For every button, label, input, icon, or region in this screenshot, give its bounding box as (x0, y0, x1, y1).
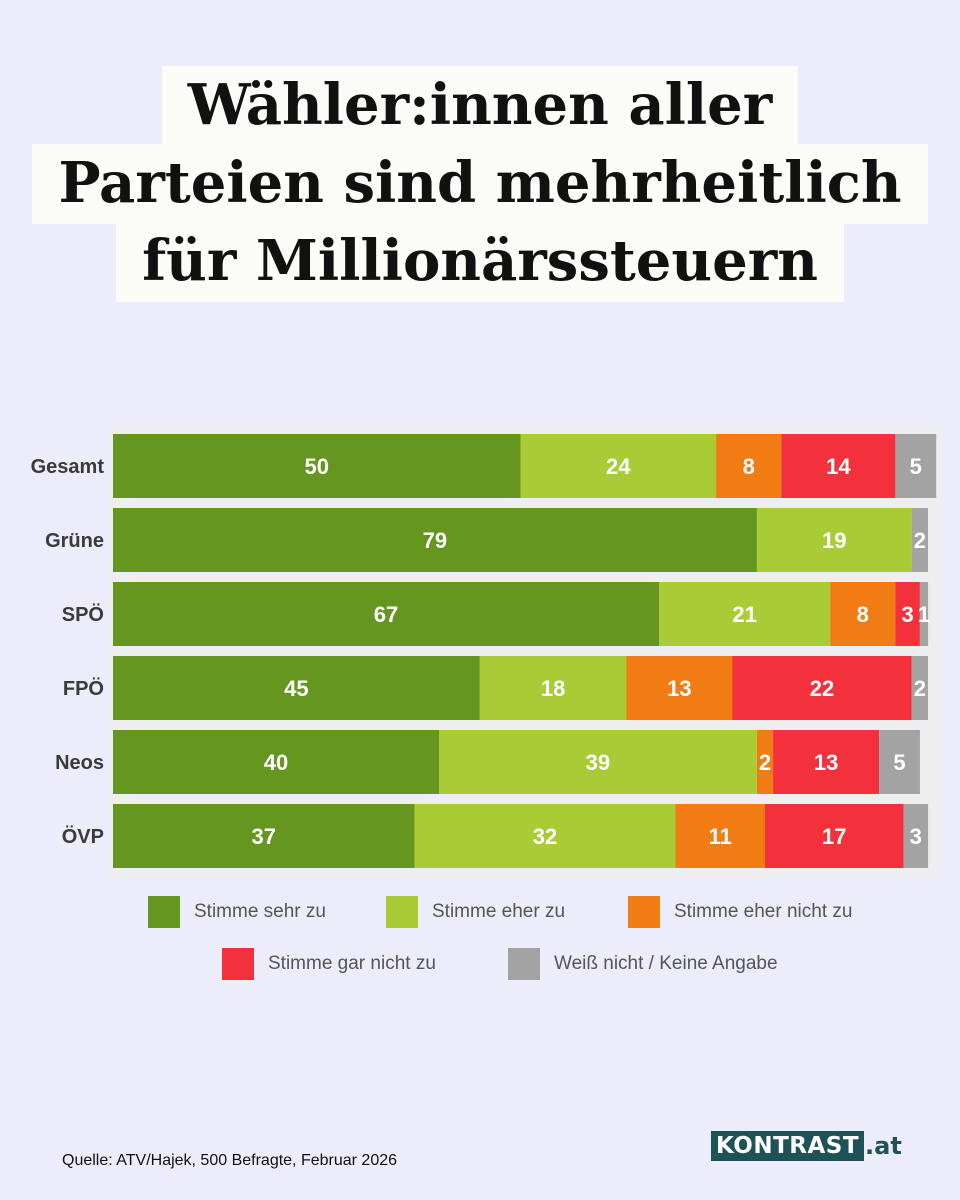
bar-neos-stimme-eher-zu (439, 730, 757, 794)
category-label-spo: SPÖ (62, 603, 104, 626)
legend-label-wei-nicht-keine-angabe: Weiß nicht / Keine Angabe (554, 953, 778, 974)
bar-spo-stimme-eher-zu (659, 582, 831, 646)
value-label-spo-stimme-sehr-zu: 67 (374, 602, 398, 627)
value-label-fpo-stimme-eher-zu: 18 (541, 676, 565, 701)
value-label-neos-stimme-sehr-zu: 40 (264, 750, 288, 775)
value-label-grune-stimme-eher-zu: 19 (822, 528, 846, 553)
title-line-1: Wähler:innen aller (161, 66, 799, 146)
bar-gesamt-stimme-eher-zu (520, 434, 717, 498)
category-label-ovp: ÖVP (62, 825, 104, 848)
legend-item-wei-nicht-keine-angabe: Weiß nicht / Keine Angabe (508, 948, 778, 980)
legend-label-stimme-sehr-zu: Stimme sehr zu (194, 901, 326, 922)
legend-label-stimme-eher-nicht-zu: Stimme eher nicht zu (674, 901, 853, 922)
logo-wordmark: KONTRAST (711, 1131, 865, 1161)
kontrast-logo: KONTRAST .at (711, 1131, 902, 1161)
value-label-gesamt-wei-nicht-keine-angabe: 5 (910, 454, 922, 479)
value-label-neos-wei-nicht-keine-angabe: 5 (893, 750, 905, 775)
bar-spo-stimme-gar-nicht-zu (895, 582, 920, 646)
legend-swatch-stimme-sehr-zu (148, 896, 180, 928)
bar-fpo-stimme-eher-zu (479, 656, 627, 720)
value-label-neos-stimme-eher-nicht-zu: 2 (759, 750, 771, 775)
value-label-fpo-stimme-gar-nicht-zu: 22 (810, 676, 834, 701)
value-label-gesamt-stimme-eher-nicht-zu: 8 (743, 454, 755, 479)
category-label-neos: Neos (55, 752, 104, 774)
bar-grune-stimme-sehr-zu (113, 508, 757, 572)
source-note: Quelle: ATV/Hajek, 500 Befragte, Februar… (62, 1152, 398, 1169)
chart-title: Wähler:innen aller Parteien sind mehrhei… (0, 66, 960, 302)
value-label-spo-stimme-gar-nicht-zu: 3 (901, 602, 913, 627)
value-label-grune-wei-nicht-keine-angabe: 2 (914, 528, 926, 553)
legend-item-stimme-eher-nicht-zu: Stimme eher nicht zu (628, 896, 852, 928)
value-label-neos-stimme-gar-nicht-zu: 13 (814, 750, 838, 775)
value-label-fpo-wei-nicht-keine-angabe: 2 (914, 676, 926, 701)
value-label-gesamt-stimme-sehr-zu: 50 (305, 454, 329, 479)
category-label-fpo: FPÖ (63, 677, 104, 700)
bar-gesamt-wei-nicht-keine-angabe (895, 434, 937, 498)
value-label-fpo-stimme-sehr-zu: 45 (284, 676, 308, 701)
bar-grune-wei-nicht-keine-angabe (911, 508, 928, 572)
value-label-gesamt-stimme-gar-nicht-zu: 14 (826, 454, 851, 479)
value-label-ovp-stimme-gar-nicht-zu: 17 (822, 824, 846, 849)
bar-neos-stimme-gar-nicht-zu (773, 730, 880, 794)
bar-ovp-wei-nicht-keine-angabe (903, 804, 929, 868)
bar-ovp-stimme-eher-zu (414, 804, 676, 868)
value-label-spo-stimme-eher-nicht-zu: 8 (857, 602, 869, 627)
bar-gesamt-stimme-sehr-zu (113, 434, 521, 498)
bar-ovp-stimme-sehr-zu (113, 804, 415, 868)
legend-label-stimme-gar-nicht-zu: Stimme gar nicht zu (268, 953, 436, 974)
bar-ovp-stimme-gar-nicht-zu (765, 804, 904, 868)
bar-fpo-wei-nicht-keine-angabe (911, 656, 928, 720)
value-label-ovp-wei-nicht-keine-angabe: 3 (910, 824, 922, 849)
bar-neos-wei-nicht-keine-angabe (879, 730, 920, 794)
value-label-ovp-stimme-eher-nicht-zu: 11 (709, 824, 732, 849)
bar-spo-stimme-eher-nicht-zu (830, 582, 896, 646)
bar-ovp-stimme-eher-nicht-zu (675, 804, 766, 868)
title-line-3: für Millionärssteuern (116, 222, 844, 302)
bar-spo-stimme-sehr-zu (113, 582, 660, 646)
value-label-spo-wei-nicht-keine-angabe: 1 (918, 602, 930, 627)
value-label-grune-stimme-sehr-zu: 79 (423, 528, 447, 553)
bar-gesamt-stimme-eher-nicht-zu (716, 434, 782, 498)
legend-item-stimme-gar-nicht-zu: Stimme gar nicht zu (222, 948, 436, 980)
value-label-spo-stimme-eher-zu: 21 (732, 602, 756, 627)
value-label-fpo-stimme-eher-nicht-zu: 13 (667, 676, 691, 701)
bar-neos-stimme-eher-nicht-zu (756, 730, 774, 794)
value-label-ovp-stimme-sehr-zu: 37 (252, 824, 276, 849)
value-label-gesamt-stimme-eher-zu: 24 (606, 454, 631, 479)
value-label-neos-stimme-eher-zu: 39 (586, 750, 610, 775)
value-label-ovp-stimme-eher-zu: 32 (533, 824, 557, 849)
logo-tld: .at (865, 1132, 902, 1160)
category-label-grune: Grüne (45, 530, 104, 552)
category-label-gesamt: Gesamt (31, 456, 105, 478)
title-line-2: Parteien sind mehrheitlich (32, 144, 928, 224)
bar-grune-stimme-eher-zu (756, 508, 912, 572)
plot-background (110, 428, 940, 878)
legend-label-stimme-eher-zu: Stimme eher zu (432, 901, 566, 922)
bar-neos-stimme-sehr-zu (113, 730, 439, 794)
legend-item-stimme-eher-zu: Stimme eher zu (386, 896, 565, 928)
legend-swatch-stimme-eher-nicht-zu (628, 896, 660, 928)
legend-swatch-wei-nicht-keine-angabe (508, 948, 540, 980)
legend-swatch-stimme-eher-zu (386, 896, 418, 928)
bar-spo-wei-nicht-keine-angabe (919, 582, 929, 646)
bar-gesamt-stimme-gar-nicht-zu (781, 434, 896, 498)
bar-fpo-stimme-sehr-zu (113, 656, 480, 720)
bar-fpo-stimme-gar-nicht-zu (732, 656, 912, 720)
legend-item-stimme-sehr-zu: Stimme sehr zu (148, 896, 326, 928)
bar-fpo-stimme-eher-nicht-zu (626, 656, 733, 720)
legend-swatch-stimme-gar-nicht-zu (222, 948, 254, 980)
